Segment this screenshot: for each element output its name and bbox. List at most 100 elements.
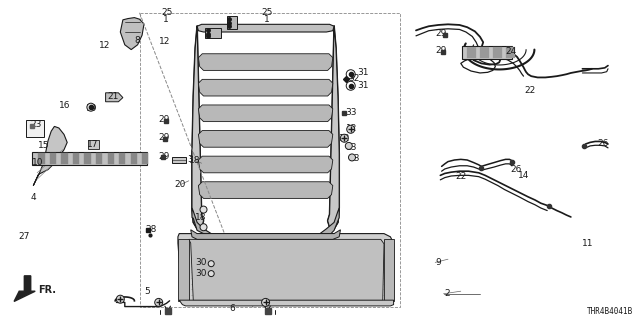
Polygon shape <box>198 105 333 122</box>
Polygon shape <box>38 153 45 164</box>
Text: 31: 31 <box>357 81 369 90</box>
Circle shape <box>200 206 207 213</box>
Text: 26: 26 <box>597 139 609 148</box>
Polygon shape <box>227 16 237 29</box>
Text: FR.: FR. <box>38 284 56 295</box>
Circle shape <box>340 134 348 142</box>
Polygon shape <box>191 230 340 239</box>
Polygon shape <box>198 54 333 70</box>
Text: 12: 12 <box>99 41 111 50</box>
Polygon shape <box>142 153 148 164</box>
Text: 10: 10 <box>32 158 44 167</box>
Text: 9: 9 <box>435 258 441 267</box>
Text: 25: 25 <box>161 8 173 17</box>
Polygon shape <box>120 18 144 50</box>
Text: 30: 30 <box>195 258 207 267</box>
Text: 1: 1 <box>264 15 269 24</box>
Circle shape <box>200 224 207 231</box>
Circle shape <box>347 125 355 133</box>
Text: 17: 17 <box>87 140 99 149</box>
Circle shape <box>116 295 124 303</box>
Text: 22: 22 <box>456 172 467 181</box>
Circle shape <box>208 271 214 276</box>
Polygon shape <box>172 157 186 163</box>
Text: 29: 29 <box>435 46 447 55</box>
Polygon shape <box>84 153 91 164</box>
Text: 29: 29 <box>159 115 170 124</box>
Polygon shape <box>198 156 333 173</box>
Text: 1: 1 <box>163 15 168 24</box>
Text: 25: 25 <box>261 8 273 17</box>
Polygon shape <box>50 153 56 164</box>
Polygon shape <box>192 26 204 229</box>
Text: 15: 15 <box>38 141 50 150</box>
Text: 29: 29 <box>435 29 447 38</box>
Text: 21: 21 <box>107 92 118 101</box>
Circle shape <box>262 298 269 306</box>
Text: 18: 18 <box>189 156 201 165</box>
Polygon shape <box>198 131 333 147</box>
Text: 27: 27 <box>18 232 29 241</box>
Text: 13: 13 <box>349 154 361 163</box>
Text: 11: 11 <box>582 239 594 248</box>
Polygon shape <box>462 46 512 59</box>
Polygon shape <box>96 153 102 164</box>
Polygon shape <box>197 24 334 32</box>
Text: 29: 29 <box>159 133 170 142</box>
Text: 19: 19 <box>86 104 98 113</box>
Polygon shape <box>178 234 394 304</box>
Text: 33: 33 <box>346 108 357 116</box>
Text: 30: 30 <box>195 269 207 278</box>
Polygon shape <box>179 300 394 306</box>
Bar <box>26 120 44 137</box>
Text: 13: 13 <box>346 143 357 152</box>
Polygon shape <box>61 153 68 164</box>
Text: 29: 29 <box>159 152 170 161</box>
Text: 12: 12 <box>339 134 351 143</box>
Text: 6: 6 <box>229 304 235 313</box>
Polygon shape <box>493 47 502 58</box>
Polygon shape <box>480 47 489 58</box>
Text: 14: 14 <box>518 171 530 180</box>
Text: 12: 12 <box>159 37 170 46</box>
Polygon shape <box>328 26 339 229</box>
Polygon shape <box>106 93 123 102</box>
Polygon shape <box>198 182 333 198</box>
Polygon shape <box>178 239 189 301</box>
Polygon shape <box>131 153 137 164</box>
Polygon shape <box>33 126 67 186</box>
Text: 4: 4 <box>31 193 36 202</box>
Text: 8: 8 <box>134 36 140 45</box>
Polygon shape <box>108 153 114 164</box>
Circle shape <box>349 154 355 161</box>
Bar <box>140 13 400 307</box>
Text: 23: 23 <box>31 120 42 129</box>
Polygon shape <box>205 28 221 38</box>
Circle shape <box>87 103 95 111</box>
Text: 5: 5 <box>144 287 150 296</box>
Text: 16: 16 <box>59 101 70 110</box>
Text: THR4B4041B: THR4B4041B <box>588 308 634 316</box>
Text: 20: 20 <box>174 180 186 189</box>
Text: 31: 31 <box>357 68 369 77</box>
Polygon shape <box>73 153 79 164</box>
Polygon shape <box>467 47 476 58</box>
Polygon shape <box>189 239 384 301</box>
Circle shape <box>346 142 352 149</box>
Polygon shape <box>88 140 99 149</box>
Polygon shape <box>506 47 515 58</box>
Circle shape <box>208 261 214 267</box>
Polygon shape <box>119 153 125 164</box>
Polygon shape <box>192 208 339 238</box>
Polygon shape <box>32 152 147 165</box>
Polygon shape <box>198 79 333 96</box>
Text: 12: 12 <box>346 124 357 132</box>
Text: 22: 22 <box>525 86 536 95</box>
Text: 24: 24 <box>506 47 517 56</box>
Polygon shape <box>384 239 394 301</box>
Text: 32: 32 <box>348 74 360 83</box>
Text: 2: 2 <box>445 289 451 298</box>
Text: 3: 3 <box>188 155 193 164</box>
Text: 28: 28 <box>145 225 157 234</box>
Text: 26: 26 <box>511 165 522 174</box>
